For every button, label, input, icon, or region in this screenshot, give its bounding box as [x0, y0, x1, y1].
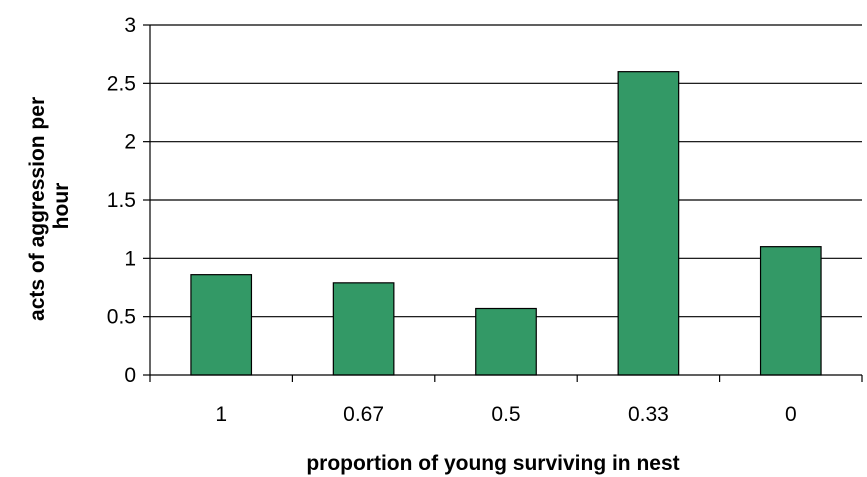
y-tick-label: 3 — [124, 14, 136, 37]
x-axis-title: proportion of young surviving in nest — [306, 452, 679, 475]
gridlines — [150, 24, 862, 318]
bar — [190, 274, 253, 376]
y-tick-label: 0 — [124, 364, 136, 387]
y-tick-labels: 0 0.5 1 1.5 2 2.5 3 — [107, 14, 150, 387]
x-tick-label: 0.5 — [491, 403, 520, 426]
y-axis-title-line-1: acts of aggression per — [26, 97, 49, 321]
x-tick-label: 0.33 — [628, 403, 669, 426]
x-tick-label: 0 — [785, 403, 797, 426]
y-tick-label: 1 — [124, 247, 136, 270]
y-tick-label: 2 — [124, 131, 136, 154]
y-tick-label: 2.5 — [107, 72, 136, 95]
bar — [332, 282, 395, 376]
x-tick-labels: 1 0.67 0.5 0.33 0 — [149, 375, 863, 426]
y-tick-label: 1.5 — [107, 189, 136, 212]
bar — [759, 246, 822, 376]
bars — [190, 71, 822, 376]
y-axis-title-line-2: hour — [50, 183, 73, 230]
x-tick-label: 0.67 — [343, 403, 384, 426]
x-tick-label: 1 — [215, 403, 227, 426]
bar — [475, 307, 537, 376]
y-axis-title: acts of aggression per hour — [26, 91, 73, 321]
bar — [617, 71, 680, 376]
y-tick-label: 0.5 — [107, 306, 136, 329]
